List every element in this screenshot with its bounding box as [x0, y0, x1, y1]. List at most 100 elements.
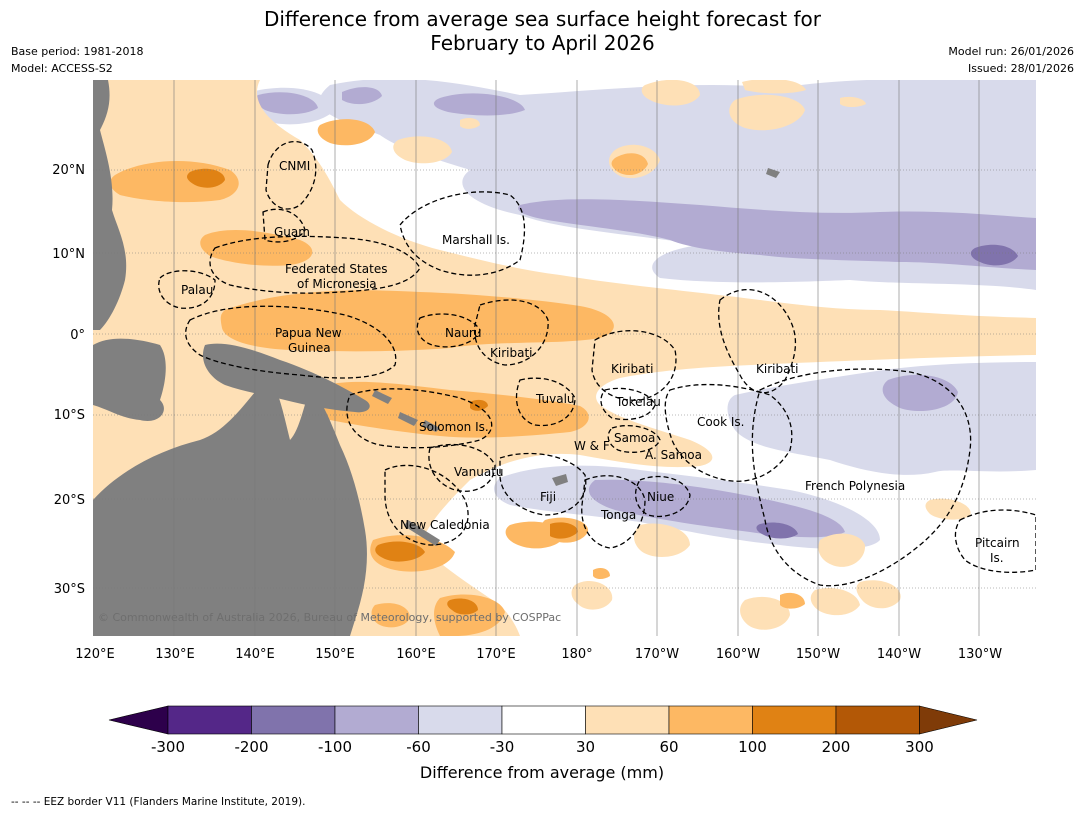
colorbar-bin: [418, 705, 503, 735]
graticule: [93, 80, 1036, 636]
label-fiji: Fiji: [540, 490, 556, 504]
eez-png: [185, 305, 397, 379]
lat-label: 0°: [70, 328, 85, 343]
label-nauru: Nauru: [445, 326, 481, 340]
eez-nauru: [416, 313, 481, 348]
label-asamoa: A. Samoa: [645, 448, 702, 462]
philippines-land: [93, 80, 127, 330]
label-vanuatu: Vanuatu: [454, 465, 504, 479]
colorbar-bin: [501, 705, 586, 735]
eez-kiribati-gilbert: [473, 299, 549, 366]
colorbar-tick: 300: [905, 738, 934, 756]
label-guam: Guam: [274, 225, 310, 239]
eez-fsm: [209, 235, 421, 294]
colorbar-extend-high: [919, 705, 978, 735]
eez-solomon: [346, 388, 493, 449]
label-fsm-1: Federated States: [285, 262, 387, 276]
eez-tuvalu: [515, 377, 576, 427]
lon-axis-labels: 120°E 130°E 140°E 150°E 160°E 170°E 180°…: [75, 647, 1002, 662]
lat-label: 20°N: [52, 163, 85, 178]
label-pitcairn-1: Pitcairn: [975, 536, 1020, 550]
new-guinea-land: [202, 343, 370, 413]
lon-label: 170°E: [476, 647, 516, 662]
issued-text: Issued: 28/01/2026: [967, 62, 1074, 75]
colorbar-extend-low: [108, 705, 169, 735]
lon-label: 140°E: [235, 647, 275, 662]
lon-label: 130°W: [958, 647, 1002, 662]
label-kiribati-e: Kiribati: [756, 362, 798, 376]
sea-level-low-nw-mid: [254, 92, 318, 115]
eez-samoa: [607, 425, 661, 453]
label-kiribati-c: Kiribati: [611, 362, 653, 376]
eez-fiji: [499, 452, 587, 516]
eez-new-caledonia: [384, 464, 469, 546]
colorbar-bin: [251, 705, 336, 735]
eez-pitcairn: [954, 509, 1036, 573]
eez-cook: [664, 383, 793, 482]
eez-palau: [158, 270, 216, 309]
label-niue: Niue: [647, 490, 674, 504]
colorbar-tick: -300: [151, 738, 185, 756]
label-pitcairn-2: Is.: [990, 551, 1004, 565]
lat-label: 30°S: [54, 582, 85, 597]
label-tokelau: Tokelau: [615, 395, 661, 409]
lat-label: 10°S: [54, 408, 85, 423]
colorbar-tick: 200: [822, 738, 851, 756]
copyright-notice: © Commonwealth of Australia 2026, Bureau…: [98, 611, 561, 624]
lon-label: 120°E: [75, 647, 115, 662]
eez-tokelau: [600, 387, 656, 421]
colorbar-tick: 100: [738, 738, 767, 756]
label-fsm-2: of Micronesia: [297, 277, 377, 291]
chart-title: Difference from average sea surface heig…: [0, 7, 1085, 55]
eez-vanuatu: [428, 443, 496, 492]
colorbar-bin: [668, 705, 753, 735]
sea-level-low-southeast: [727, 362, 1036, 475]
label-png-2: Guinea: [288, 341, 331, 355]
lon-label: 140°W: [877, 647, 921, 662]
sea-level-low-south-mid: [588, 374, 958, 538]
label-tonga: Tonga: [600, 508, 636, 522]
lon-label: 180°: [561, 647, 592, 662]
base-period-text: Base period: 1981-2018: [11, 45, 144, 58]
colorbar-tick: 30: [576, 738, 595, 756]
region-labels: CNMI Guam Marshall Is. Federated States …: [181, 159, 1020, 565]
eez-tonga: [581, 475, 646, 549]
eez-borders: [158, 141, 1036, 587]
eez-french-polynesia: [751, 368, 972, 587]
eez-marshall: [399, 191, 526, 276]
fiji-land: [552, 474, 568, 486]
lon-label: 150°W: [796, 647, 840, 662]
label-marshall: Marshall Is.: [442, 233, 510, 247]
label-cook: Cook Is.: [697, 415, 744, 429]
colorbar-tick: -100: [318, 738, 352, 756]
colorbar-bin: [167, 705, 252, 735]
land-masses: [93, 80, 780, 636]
colorbar-bin: [752, 705, 837, 735]
lon-label: 160°E: [396, 647, 436, 662]
meta-right: Model run: 26/01/2026 Issued: 28/01/2026: [948, 43, 1074, 77]
lat-axis-labels: 20°N 10°N 0° 10°S 20°S 30°S: [52, 163, 85, 597]
label-new-caledonia: New Caledonia: [400, 518, 490, 532]
colorbar-bin: [334, 705, 419, 735]
label-samoa: Samoa: [614, 431, 655, 445]
colorbar-bin: [585, 705, 670, 735]
solomon-islands-land: [372, 390, 440, 432]
label-tuvalu: Tuvalu: [535, 392, 575, 406]
negative-anomaly-field: [144, 80, 1036, 597]
label-cnmi: CNMI: [279, 159, 310, 173]
title-line-2: February to April 2026: [430, 31, 655, 55]
lon-label: 160°W: [716, 647, 760, 662]
new-caledonia-land: [404, 520, 440, 546]
lon-label: 170°W: [635, 647, 679, 662]
model-text: Model: ACCESS-S2: [11, 62, 113, 75]
eez-niue: [634, 475, 691, 518]
map-panel: CNMI Guam Marshall Is. Federated States …: [93, 80, 1036, 636]
eez-guam: [262, 208, 306, 243]
colorbar-tick: -30: [490, 738, 515, 756]
colorbar-tick: -200: [234, 738, 268, 756]
label-kiribati-w: Kiribati: [490, 346, 532, 360]
colorbar-title: Difference from average (mm): [420, 763, 664, 782]
label-wf: W & F: [574, 439, 610, 453]
label-png-1: Papua New: [275, 326, 342, 340]
